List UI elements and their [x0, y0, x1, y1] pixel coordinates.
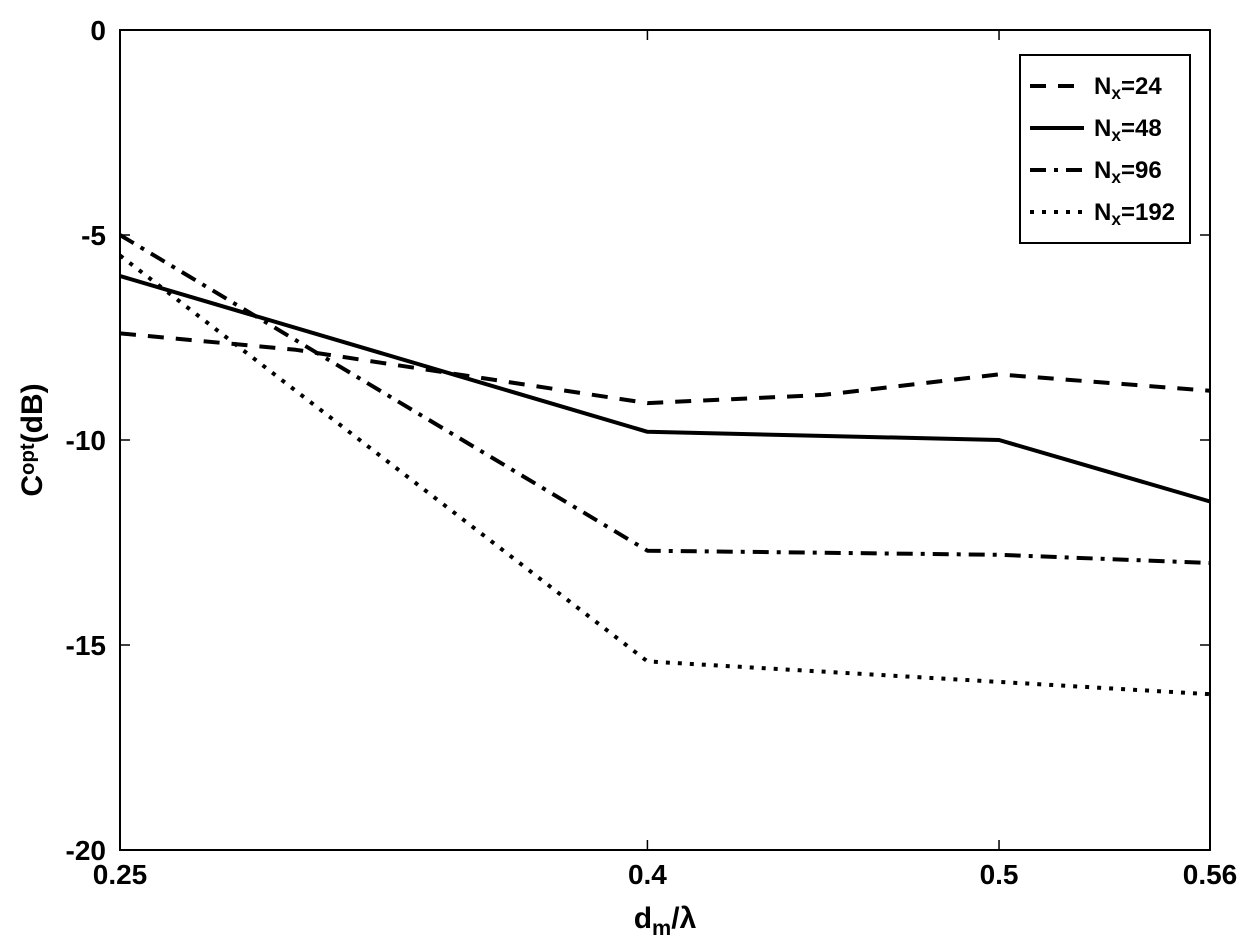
legend-label: Nx=96 — [1094, 157, 1162, 187]
y-tick-label: -10 — [66, 425, 106, 456]
y-tick-label: -15 — [66, 630, 106, 661]
line-chart: 0.250.40.50.56-20-15-10-50dm/λCopt(dB)Nx… — [0, 0, 1240, 949]
x-tick-label: 0.56 — [1183, 859, 1238, 890]
legend-label: Nx=192 — [1094, 199, 1175, 229]
y-tick-label: -20 — [66, 835, 106, 866]
y-tick-label: -5 — [81, 220, 106, 251]
chart-container: 0.250.40.50.56-20-15-10-50dm/λCopt(dB)Nx… — [0, 0, 1240, 949]
x-tick-label: 0.5 — [980, 859, 1019, 890]
y-tick-label: 0 — [90, 15, 106, 46]
legend-label: Nx=24 — [1094, 73, 1162, 103]
x-tick-label: 0.4 — [628, 859, 667, 890]
legend-label: Nx=48 — [1094, 115, 1162, 145]
y-axis-label: Copt(dB) — [16, 383, 49, 496]
